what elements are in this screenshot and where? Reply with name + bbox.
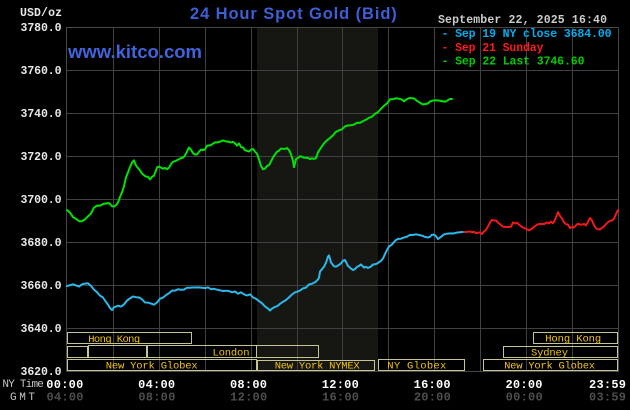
svg-text:03:59: 03:59 — [589, 390, 626, 404]
svg-text:New York NYMEX: New York NYMEX — [275, 361, 361, 373]
svg-text:20:00: 20:00 — [505, 378, 542, 392]
svg-text:3720.0: 3720.0 — [21, 151, 62, 164]
svg-text:08:00: 08:00 — [138, 390, 175, 404]
svg-text:3660.0: 3660.0 — [21, 280, 62, 293]
svg-text:3620.0: 3620.0 — [21, 366, 62, 379]
svg-text:3780.0: 3780.0 — [21, 22, 62, 35]
svg-text:04:00: 04:00 — [138, 378, 175, 392]
svg-text:GMT: GMT — [10, 392, 35, 404]
svg-text:3760.0: 3760.0 — [21, 65, 62, 78]
svg-text:NY Time: NY Time — [2, 379, 44, 391]
svg-text:London: London — [213, 347, 250, 359]
svg-text:00:00: 00:00 — [46, 378, 83, 392]
svg-text:Hong Kong: Hong Kong — [545, 334, 601, 346]
svg-text:16:00: 16:00 — [322, 390, 359, 404]
svg-text:3640.0: 3640.0 — [21, 323, 62, 336]
svg-text:23:59: 23:59 — [589, 378, 626, 392]
svg-text:08:00: 08:00 — [230, 378, 267, 392]
svg-text:12:00: 12:00 — [230, 390, 267, 404]
svg-text:04:00: 04:00 — [47, 390, 84, 404]
svg-text:USD/oz: USD/oz — [20, 7, 62, 20]
svg-text:- Sep 21 Sunday: - Sep 21 Sunday — [442, 42, 544, 55]
svg-text:3700.0: 3700.0 — [21, 194, 62, 207]
svg-text:- Sep 22 Last 3746.60: - Sep 22 Last 3746.60 — [442, 55, 585, 68]
svg-text:3740.0: 3740.0 — [21, 108, 62, 121]
svg-text:3680.0: 3680.0 — [21, 237, 62, 250]
svg-text:Sydney: Sydney — [531, 348, 568, 360]
svg-text:20:00: 20:00 — [414, 390, 451, 404]
svg-text:September 22, 2025 16:40: September 22, 2025 16:40 — [438, 14, 607, 27]
svg-text:Hong Kong: Hong Kong — [88, 334, 140, 346]
svg-text:12:00: 12:00 — [322, 378, 359, 392]
svg-text:- Sep 19 NY close 3684.00: - Sep 19 NY close 3684.00 — [442, 28, 612, 41]
svg-text:New York Globex: New York Globex — [106, 361, 198, 373]
svg-text:New York Globex: New York Globex — [504, 361, 595, 373]
svg-text:00:00: 00:00 — [506, 390, 543, 404]
svg-text:16:00: 16:00 — [414, 378, 451, 392]
svg-text:NY Globex: NY Globex — [387, 361, 446, 373]
